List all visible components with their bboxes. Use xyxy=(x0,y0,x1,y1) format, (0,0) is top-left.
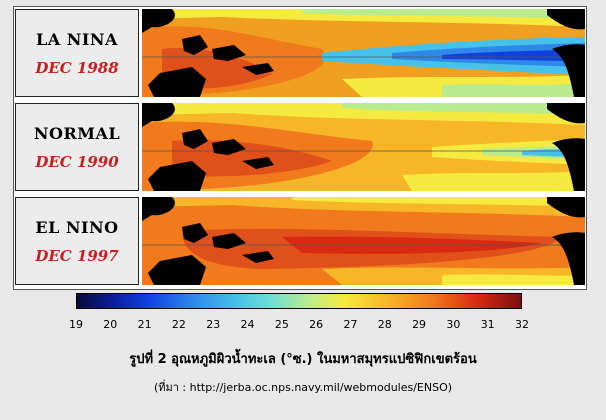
temperature-colorbar xyxy=(76,293,522,309)
colorbar-tick-label: 30 xyxy=(446,318,461,331)
panel-normal: NORMAL DEC 1990 xyxy=(15,103,585,191)
colorbar-tick-label: 26 xyxy=(309,318,324,331)
colorbar-tick-label: 27 xyxy=(343,318,358,331)
colorbar-tick-label: 20 xyxy=(103,318,118,331)
panel-date: DEC 1988 xyxy=(35,58,119,77)
colorbar-tick-label: 25 xyxy=(274,318,289,331)
panel-name: NORMAL xyxy=(33,123,121,143)
panel-label: EL NINO DEC 1997 xyxy=(15,197,139,285)
figure-caption: รูปที่ 2 อุณหภูมิผิวน้ำทะเล (°ซ.) ในมหาส… xyxy=(129,352,477,367)
panel-date: DEC 1997 xyxy=(35,246,119,265)
sst-map-la-nina xyxy=(142,9,585,97)
colorbar-ticks: 19 20 21 22 23 24 25 26 27 28 29 30 31 32 xyxy=(0,318,606,334)
panel-label: LA NINA DEC 1988 xyxy=(15,9,139,97)
panel-la-nina: LA NINA DEC 1988 xyxy=(15,9,585,97)
colorbar-tick-label: 28 xyxy=(377,318,392,331)
colorbar-tick-label: 29 xyxy=(412,318,427,331)
colorbar-tick-label: 31 xyxy=(480,318,495,331)
sst-map-el-nino xyxy=(142,197,585,285)
colorbar-tick-label: 21 xyxy=(137,318,152,331)
figure-source: (ที่มา : http://jerba.oc.nps.navy.mil/we… xyxy=(153,381,453,394)
panel-label: NORMAL DEC 1990 xyxy=(15,103,139,191)
panel-el-nino: EL NINO DEC 1997 xyxy=(15,197,585,285)
sst-map-normal xyxy=(142,103,585,191)
figure-frame: LA NINA DEC 1988 xyxy=(13,6,587,290)
panel-date: DEC 1990 xyxy=(35,152,119,171)
colorbar-tick-label: 32 xyxy=(515,318,529,331)
panel-name: EL NINO xyxy=(35,217,119,237)
colorbar-tick-label: 19 xyxy=(69,318,83,331)
colorbar-tick-label: 24 xyxy=(240,318,255,331)
panel-name: LA NINA xyxy=(36,29,118,49)
colorbar-tick-label: 23 xyxy=(206,318,221,331)
colorbar-tick-label: 22 xyxy=(171,318,186,331)
